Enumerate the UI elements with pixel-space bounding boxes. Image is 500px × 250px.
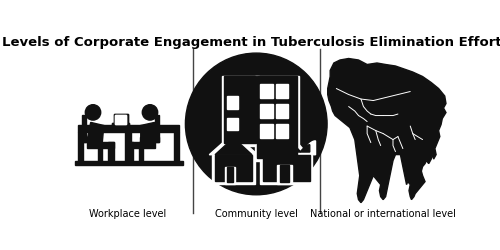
Bar	[227, 167, 233, 182]
Polygon shape	[263, 145, 310, 152]
Bar	[82, 137, 102, 142]
Bar	[260, 124, 273, 138]
Bar	[224, 167, 235, 184]
Bar	[174, 132, 179, 162]
Bar	[108, 142, 114, 163]
Bar	[128, 142, 154, 148]
Bar	[280, 165, 289, 182]
Bar	[114, 114, 128, 126]
Circle shape	[142, 105, 158, 120]
Polygon shape	[210, 133, 258, 155]
Bar	[276, 104, 288, 118]
Bar	[228, 118, 238, 130]
Text: National or international level: National or international level	[310, 209, 456, 219]
Bar	[82, 115, 86, 142]
Polygon shape	[102, 127, 124, 132]
Bar	[116, 116, 126, 124]
Bar	[228, 96, 238, 108]
Polygon shape	[118, 127, 141, 132]
Bar	[276, 84, 288, 98]
Bar	[277, 165, 292, 184]
Bar	[112, 123, 129, 126]
Bar	[78, 132, 83, 162]
Polygon shape	[328, 58, 446, 203]
Bar	[126, 132, 130, 162]
Bar	[78, 126, 179, 132]
Text: Levels of Corporate Engagement in Tuberculosis Elimination Efforts: Levels of Corporate Engagement in Tuberc…	[2, 36, 500, 49]
Bar	[112, 123, 129, 126]
Bar	[114, 114, 128, 126]
Circle shape	[186, 53, 327, 195]
Bar	[263, 155, 310, 181]
Text: Community level: Community level	[215, 209, 298, 219]
Bar	[215, 155, 252, 181]
Polygon shape	[215, 138, 252, 155]
Polygon shape	[141, 122, 154, 143]
Bar	[276, 124, 288, 138]
Bar	[139, 142, 143, 163]
Polygon shape	[87, 122, 104, 143]
Polygon shape	[257, 141, 316, 155]
Text: Workplace level: Workplace level	[89, 209, 166, 219]
Bar	[260, 155, 312, 184]
Bar	[212, 155, 254, 184]
Bar	[222, 76, 258, 146]
Bar	[140, 137, 159, 142]
Bar	[87, 142, 114, 148]
Bar	[76, 161, 183, 165]
Bar	[116, 116, 126, 124]
Bar	[98, 142, 102, 163]
Bar	[260, 104, 273, 118]
Circle shape	[86, 105, 100, 120]
Bar	[254, 76, 300, 161]
Bar	[260, 84, 273, 98]
Bar	[258, 76, 296, 158]
Bar	[156, 115, 159, 142]
Bar	[224, 76, 256, 143]
Bar	[128, 142, 133, 163]
